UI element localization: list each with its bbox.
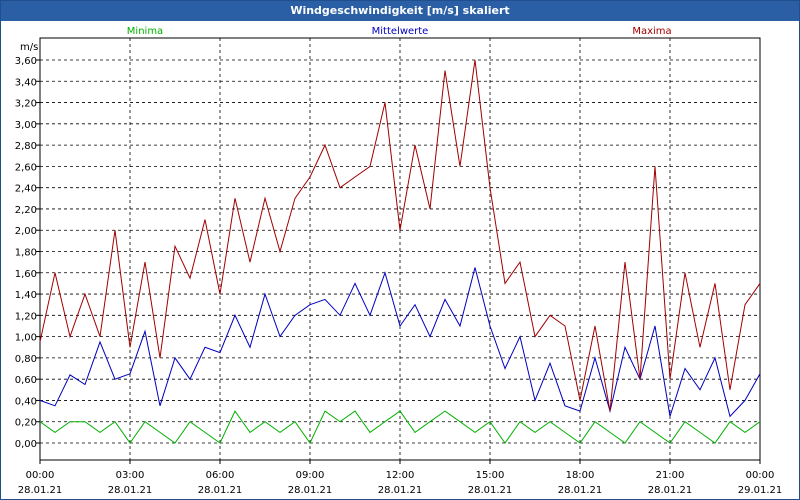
x-tick-date: 28.01.21 xyxy=(18,485,63,496)
series xyxy=(39,59,761,444)
y-tick-label: 2,00 xyxy=(15,226,37,237)
y-tick-label: 1,40 xyxy=(15,290,37,301)
y-tick-label: 1,20 xyxy=(15,311,37,322)
y-tick-label: 1,80 xyxy=(15,248,37,259)
y-tick-label: 3,60 xyxy=(15,56,37,67)
x-tick-time: 09:00 xyxy=(296,470,325,481)
x-tick-date: 28.01.21 xyxy=(558,485,603,496)
y-tick-label: 0,40 xyxy=(15,396,37,407)
x-tick-time: 18:00 xyxy=(566,470,595,481)
x-axis-ticks: 00:00 28.01.21 03:00 28.01.21 06:00 28.01.21 0… xyxy=(18,460,783,496)
y-tick-label: 3,20 xyxy=(15,99,37,110)
y-tick-label: 2,40 xyxy=(15,184,37,195)
x-tick-time: 03:00 xyxy=(116,470,145,481)
x-tick-date: 28.01.21 xyxy=(648,485,693,496)
y-tick-label: 3,40 xyxy=(15,77,37,88)
series-line-minima xyxy=(39,410,761,444)
y-tick-label: 2,60 xyxy=(15,162,37,173)
y-tick-label: 0,60 xyxy=(15,375,37,386)
y-tick-label: 0,80 xyxy=(15,354,37,365)
window-title: Windgeschwindigkeit [m/s] skaliert xyxy=(1,1,799,21)
y-axis-ticks: 0,00 0,20 0,40 0,60 0,80 1,00 1,20 1,40 1,60 1,80… xyxy=(15,56,40,450)
y-tick-label: 2,80 xyxy=(15,141,37,152)
x-tick-date: 28.01.21 xyxy=(108,485,153,496)
x-tick-date: 28.01.21 xyxy=(468,485,513,496)
x-tick-date: 28.01.21 xyxy=(378,485,423,496)
y-tick-label: 0,20 xyxy=(15,418,37,429)
x-tick-time: 12:00 xyxy=(386,470,415,481)
y-tick-label: 3,00 xyxy=(15,120,37,131)
legend-entry-minima: Minima xyxy=(127,26,163,37)
y-tick-label: 0,00 xyxy=(15,439,37,450)
y-axis-label: m/s xyxy=(20,42,38,53)
x-tick-time: 00:00 xyxy=(26,470,55,481)
x-tick-date: 29.01.21 xyxy=(738,485,783,496)
legend: Minima Mittelwerte Maxima xyxy=(127,26,672,37)
y-tick-label: 1,60 xyxy=(15,269,37,280)
x-tick-date: 28.01.21 xyxy=(198,485,243,496)
x-tick-time: 00:00 xyxy=(746,470,775,481)
y-tick-label: 2,20 xyxy=(15,205,37,216)
y-tick-label: 1,00 xyxy=(15,333,37,344)
series-line-maxima xyxy=(39,59,761,412)
x-tick-date: 28.01.21 xyxy=(288,485,333,496)
x-tick-time: 15:00 xyxy=(476,470,505,481)
grid xyxy=(40,38,760,460)
x-tick-time: 21:00 xyxy=(656,470,685,481)
x-tick-time: 06:00 xyxy=(206,470,235,481)
legend-entry-maxima: Maxima xyxy=(632,26,671,37)
legend-entry-mittelwerte: Mittelwerte xyxy=(372,26,429,37)
